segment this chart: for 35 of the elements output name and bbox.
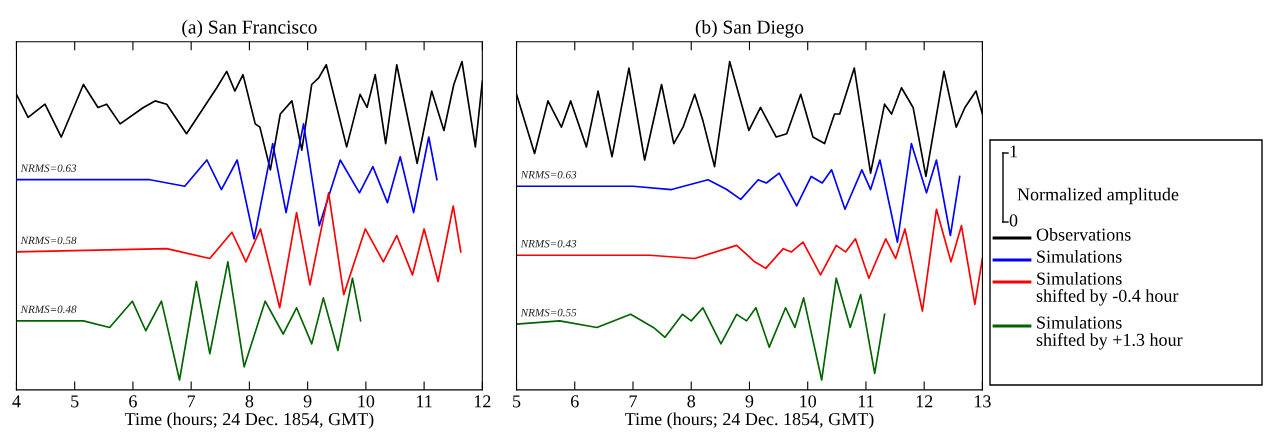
x-axis-title: Time (hours; 24 Dec. 1854, GMT): [124, 412, 374, 429]
x-tick-label: 12: [916, 395, 933, 408]
x-axis-title: Time (hours; 24 Dec. 1854, GMT): [625, 412, 874, 429]
x-tick-label: 11: [858, 395, 874, 408]
legend-title: Normalized amplitude: [1017, 187, 1179, 205]
x-tick-label: 6: [129, 395, 137, 408]
x-tick-label: 13: [974, 395, 991, 408]
x-tick-label: 8: [687, 395, 696, 408]
text: 1: [1010, 145, 1017, 158]
legend-label: Simulations shifted by +1.3 hour: [1036, 316, 1183, 350]
x-tick-label: 10: [800, 395, 817, 408]
x-tick-label: 5: [71, 395, 79, 408]
x-tick-label: 10: [358, 395, 375, 408]
x-tick-label: 6: [571, 395, 579, 408]
x-tick-label: 9: [303, 395, 312, 408]
x-tick-label: 5: [513, 395, 521, 408]
x-tick-label: 8: [245, 395, 254, 408]
annotation: NRMS=0.55: [520, 308, 577, 317]
x-tick-label: 11: [417, 395, 432, 408]
x-tick-label: 12: [474, 395, 491, 408]
x-tick-label: 4: [12, 395, 21, 408]
x-tick-label: 7: [187, 395, 196, 408]
legend-label: Simulations: [1037, 250, 1122, 263]
legend-label: Simulations shifted by -0.4 hour: [1036, 272, 1179, 306]
text: 0: [1009, 214, 1018, 227]
x-tick-label: 9: [745, 395, 754, 408]
chart-title: (b) San Diego: [695, 19, 804, 38]
legend-label: Observations: [1036, 228, 1131, 241]
annotation: NRMS=0.43: [520, 239, 577, 248]
annotation: NRMS=0.58: [20, 236, 77, 245]
annotation: NRMS=0.63: [520, 170, 577, 179]
chart-title: (a) San Francisco: [182, 19, 317, 38]
x-tick-label: 7: [629, 395, 637, 408]
annotation: NRMS=0.48: [20, 305, 77, 314]
annotation: NRMS=0.63: [20, 164, 77, 172]
